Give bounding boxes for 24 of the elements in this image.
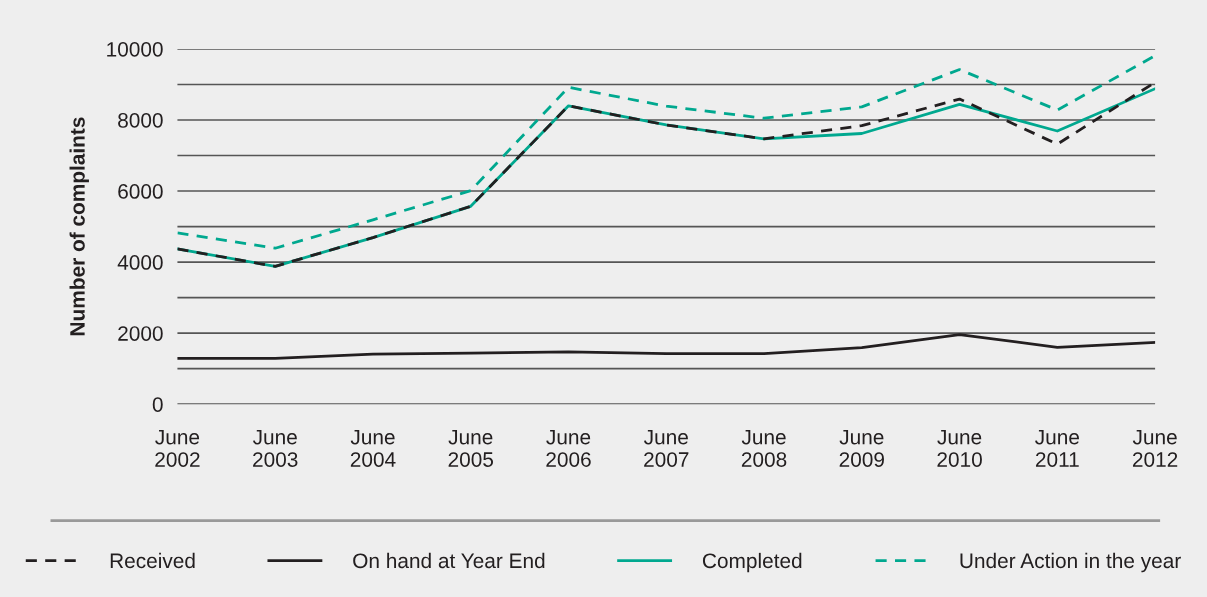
y-tick-label: 6000 — [118, 184, 163, 199]
x-tick-label: June 2007 — [644, 429, 689, 467]
x-tick-label: June 2012 — [1132, 429, 1178, 467]
x-tick-label: June 2006 — [546, 429, 591, 467]
x-tick-label: June 2003 — [252, 429, 298, 467]
legend-label: Completed — [702, 552, 802, 573]
y-tick-label: 8000 — [118, 113, 163, 128]
legend-label: Received — [110, 552, 195, 569]
x-tick-label: June 2008 — [741, 429, 787, 467]
x-tick-label: June 2010 — [937, 429, 982, 467]
x-tick-label: June 2004 — [350, 429, 396, 467]
line-series — [177, 333, 1156, 360]
legend-label: Under Action in the year — [960, 552, 1181, 573]
y-tick-label: 4000 — [117, 255, 163, 270]
x-tick-label: June 2011 — [1035, 429, 1079, 467]
y-tick-label: 2000 — [118, 326, 163, 341]
y-axis-title: Number of complaints — [69, 117, 89, 336]
y-tick-label: 0 — [152, 397, 163, 412]
x-tick-label: June 2002 — [155, 429, 200, 467]
line-series — [177, 54, 1156, 250]
legend-label: On hand at Year End — [353, 552, 545, 569]
x-tick-label: June 2005 — [448, 429, 494, 467]
y-tick-label: 10000 — [107, 41, 163, 57]
x-tick-label: June 2009 — [839, 429, 884, 467]
